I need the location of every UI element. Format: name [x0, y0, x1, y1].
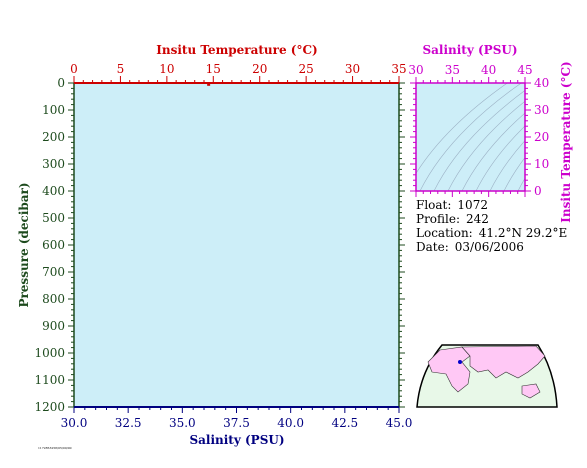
- location-map: [416, 344, 558, 408]
- salinity-tick-label: 42.5: [331, 416, 358, 430]
- map-land-asia: [461, 345, 546, 379]
- ts-salinity-axis-title: Salinity (PSU): [422, 43, 517, 57]
- pressure-tick-label: 400: [42, 184, 65, 198]
- pressure-tick-label: 300: [42, 157, 65, 171]
- pressure-tick-label: 1200: [34, 400, 65, 414]
- isopycnal-line: [475, 125, 525, 191]
- ts-temperature-tick-label: 10: [534, 157, 549, 171]
- pressure-tick-label: 900: [42, 319, 65, 333]
- ts-salinity-tick-label: 35: [445, 63, 460, 77]
- location-info-line: Location: 41.2°N 29.2°E: [416, 226, 567, 240]
- isopycnal-line: [517, 177, 525, 191]
- date-info-line: Date: 03/06/2006: [416, 240, 524, 254]
- salinity-tick-label: 40.0: [277, 416, 304, 430]
- temperature-tick-label: 15: [206, 62, 221, 76]
- pressure-tick-label: 600: [42, 238, 65, 252]
- temperature-tick-label: 30: [345, 62, 360, 76]
- pressure-axis-ticks: 0 100 200 300 400 500 600 700 800 900 1000 1100 1200: [34, 76, 74, 414]
- temperature-tick-label: 10: [159, 62, 174, 76]
- pressure-tick-label: 200: [42, 130, 65, 144]
- temperature-tick-label: 0: [70, 62, 78, 76]
- salinity-tick-label: 32.5: [115, 416, 142, 430]
- pressure-axis-ticks-right: [399, 82, 405, 408]
- map-location-marker: [458, 360, 462, 364]
- pressure-tick-label: 800: [42, 292, 65, 306]
- salinity-axis-ticks: 30.0 32.5 35.0 37.5 40.0 42.5 45.0: [61, 407, 413, 430]
- float-info-line: Float: 1072: [416, 198, 488, 212]
- isopycnal-line: [416, 83, 508, 174]
- profile-plot: 0 5 10 15 20 25 30 35 30.0 32.5 35.0 37.5 40.0 42.5 4…: [17, 43, 412, 447]
- pressure-axis-title: Pressure (decibar): [17, 182, 31, 307]
- float-info: Float: 1072 Profile: 242 Location: 41.2°N 2…: [416, 198, 567, 254]
- ts-temperature-tick-label: 0: [534, 184, 542, 198]
- ts-salinity-ticks: 30 35 40 45: [408, 63, 533, 197]
- ts-plot-area: [416, 83, 525, 191]
- pressure-tick-label: 1000: [34, 346, 65, 360]
- temperature-tick-label: 5: [117, 62, 125, 76]
- isopycnal-line: [419, 83, 522, 191]
- ts-salinity-tick-label: 45: [517, 63, 532, 77]
- ts-temperature-tick-label: 30: [534, 103, 549, 117]
- ts-temperature-tick-label: 40: [534, 76, 549, 90]
- temperature-tick-label: 35: [391, 62, 406, 76]
- profile-plot-area: [74, 83, 399, 407]
- isopycnal-line: [447, 100, 525, 191]
- salinity-tick-label: 37.5: [223, 416, 250, 430]
- ts-temperature-ticks: 0 10 20 30 40: [410, 76, 549, 198]
- pressure-tick-label: 500: [42, 211, 65, 225]
- fineprint: 1172853258/05/00/00: [38, 446, 72, 450]
- salinity-tick-label: 35.0: [169, 416, 196, 430]
- profile-info-line: Profile: 242: [416, 212, 489, 226]
- salinity-axis-title: Salinity (PSU): [189, 433, 284, 447]
- temperature-data-point: [207, 82, 211, 86]
- isopycnal-line: [489, 140, 525, 191]
- isopycnal-line: [503, 157, 525, 191]
- pressure-tick-label: 100: [42, 103, 65, 117]
- pressure-tick-label: 700: [42, 265, 65, 279]
- ts-temperature-tick-label: 20: [534, 130, 549, 144]
- temperature-axis-ticks: 0 5 10 15 20 25 30 35: [70, 62, 407, 83]
- profile-data-marks: [207, 82, 211, 86]
- pressure-tick-label: 0: [57, 76, 65, 90]
- isopycnal-line: [461, 112, 525, 191]
- isopycnal-line: [433, 90, 525, 191]
- ts-temperature-axis-title: Insitu Temperature (°C): [559, 61, 573, 222]
- salinity-tick-label: 45.0: [386, 416, 413, 430]
- temperature-tick-label: 25: [299, 62, 314, 76]
- isopycnal-contours: [416, 83, 525, 191]
- temperature-tick-label: 20: [252, 62, 267, 76]
- ts-salinity-tick-label: 30: [408, 63, 423, 77]
- map-land-australia: [521, 383, 541, 399]
- pressure-tick-label: 1100: [34, 373, 65, 387]
- ts-salinity-tick-label: 40: [481, 63, 496, 77]
- temperature-axis-title: Insitu Temperature (°C): [156, 43, 317, 57]
- salinity-tick-label: 30.0: [61, 416, 88, 430]
